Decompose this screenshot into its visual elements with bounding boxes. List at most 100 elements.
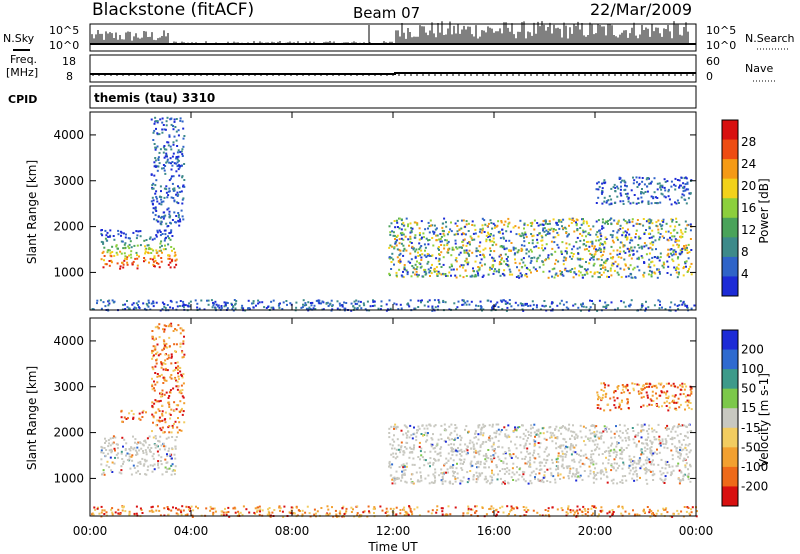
heatmap-cell [137, 441, 140, 444]
heatmap-cell [571, 434, 573, 437]
heatmap-cell [686, 506, 689, 509]
noise-panel-frame [89, 23, 697, 52]
heatmap-cell [171, 155, 174, 158]
heatmap-cell [589, 432, 592, 435]
heatmap-cell [451, 438, 454, 441]
heatmap-cell [688, 192, 691, 195]
heatmap-cell [146, 244, 149, 247]
heatmap-cell [535, 306, 538, 309]
heatmap-cell [589, 459, 592, 462]
heatmap-cell [155, 437, 157, 440]
heatmap-cell [443, 423, 446, 426]
heatmap-cell [575, 241, 578, 244]
heatmap-cell [592, 481, 595, 484]
heatmap-cell [591, 432, 594, 435]
heatmap-cell [155, 234, 158, 237]
heatmap-cell [162, 431, 165, 434]
heatmap-cell [642, 429, 645, 432]
heatmap-cell [129, 240, 132, 243]
heatmap-cell [618, 252, 621, 255]
heatmap-cell [615, 445, 618, 448]
heatmap-cell [595, 425, 598, 428]
heatmap-cell [325, 302, 328, 304]
heatmap-cell [424, 459, 427, 462]
heatmap-cell [627, 436, 630, 439]
heatmap-cell [122, 232, 125, 235]
heatmap-cell [667, 230, 670, 233]
heatmap-cell [601, 202, 604, 205]
heatmap-cell [663, 178, 666, 181]
heatmap-cell [139, 463, 142, 465]
heatmap-cell [671, 438, 674, 441]
heatmap-cell [427, 239, 429, 242]
heatmap-cell [411, 437, 414, 440]
heatmap-cell [548, 270, 551, 273]
heatmap-cell [127, 245, 130, 248]
heatmap-cell [237, 510, 240, 513]
heatmap-cell [504, 452, 507, 455]
heatmap-cell [598, 247, 601, 250]
heatmap-cell [644, 191, 647, 193]
heatmap-cell [576, 453, 578, 455]
heatmap-cell [399, 260, 402, 263]
heatmap-cell [104, 263, 107, 266]
heatmap-cell [412, 248, 415, 251]
heatmap-cell [568, 233, 570, 236]
heatmap-cell [527, 452, 530, 455]
heatmap-cell [522, 473, 525, 476]
heatmap-cell [472, 475, 475, 478]
heatmap-cell [677, 267, 680, 270]
heatmap-cell [403, 268, 406, 271]
heatmap-cell [554, 481, 557, 484]
heatmap-cell [585, 244, 588, 247]
heatmap-cell [599, 232, 602, 235]
heatmap-cell [556, 231, 559, 234]
heatmap-cell [633, 383, 636, 385]
heatmap-cell [443, 247, 446, 250]
heatmap-cell [607, 219, 610, 222]
heatmap-cell [446, 513, 449, 516]
heatmap-cell [430, 443, 433, 446]
heatmap-cell [490, 460, 493, 463]
heatmap-cell [103, 255, 106, 257]
heatmap-cell [638, 459, 641, 462]
heatmap-cell [485, 238, 488, 241]
heatmap-cell [399, 512, 402, 515]
heatmap-cell [166, 155, 168, 158]
heatmap-cell [161, 426, 164, 429]
heatmap-cell [170, 322, 173, 325]
heatmap-cell [687, 401, 690, 404]
heatmap-cell [682, 247, 685, 250]
heatmap-cell [176, 151, 179, 154]
heatmap-cell [599, 471, 602, 474]
heatmap-cell [514, 261, 517, 264]
heatmap-cell [437, 452, 440, 455]
heatmap-cell [467, 509, 470, 512]
heatmap-cell [167, 225, 170, 227]
heatmap-cell [598, 437, 601, 440]
heatmap-cell [173, 266, 176, 269]
heatmap-cell [169, 266, 172, 269]
heatmap-cell [477, 274, 480, 277]
heatmap-cell [547, 513, 550, 516]
heatmap-cell [659, 272, 661, 275]
heatmap-cell [675, 202, 678, 205]
heatmap-cell [171, 436, 174, 438]
heatmap-cell [465, 244, 468, 247]
heatmap-cell [434, 306, 437, 309]
heatmap-cell [181, 376, 184, 379]
heatmap-cell [467, 230, 470, 232]
heatmap-cell [542, 220, 545, 223]
heatmap-cell [305, 304, 308, 306]
heatmap-cell [456, 472, 459, 475]
heatmap-cell [418, 441, 421, 444]
heatmap-cell [595, 433, 598, 436]
heatmap-cell [638, 440, 640, 443]
heatmap-cell [628, 438, 631, 441]
heatmap-cell [689, 514, 692, 517]
heatmap-cell [96, 299, 99, 302]
heatmap-cell [679, 403, 682, 406]
heatmap-cell [136, 234, 139, 237]
heatmap-cell [437, 458, 440, 461]
heatmap-cell [508, 268, 511, 271]
